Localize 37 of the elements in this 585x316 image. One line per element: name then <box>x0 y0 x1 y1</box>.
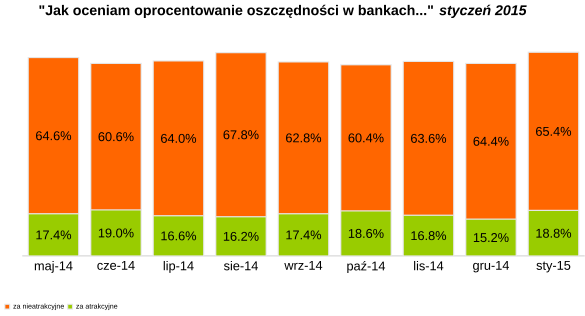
x-tick-label: paź-14 <box>347 260 386 273</box>
x-tick-label: gru-14 <box>473 260 510 272</box>
data-label: 60.4% <box>348 133 384 142</box>
x-tick-label: wrz-14 <box>284 260 322 270</box>
data-label: 63.6% <box>411 134 446 143</box>
data-label: 19.0% <box>98 228 134 238</box>
data-label: 18.8% <box>536 228 572 238</box>
data-label: 16.8% <box>411 230 446 240</box>
data-label: 18.6% <box>348 228 384 238</box>
bar <box>215 216 267 256</box>
bar <box>278 213 330 256</box>
bar <box>28 213 80 256</box>
data-label: 65.4% <box>536 126 572 136</box>
data-label: 62.8% <box>286 133 322 142</box>
data-label: 17.4% <box>36 230 72 240</box>
data-label: 64.4% <box>474 136 509 146</box>
x-tick-label: maj-14 <box>34 260 73 273</box>
bar <box>90 209 142 256</box>
bar <box>528 210 580 256</box>
data-label: 16.6% <box>161 231 196 240</box>
x-tick-label: sie-14 <box>224 260 258 270</box>
data-label: 64.6% <box>36 131 72 140</box>
bar <box>465 218 517 256</box>
bar <box>152 215 204 256</box>
x-tick-label: lip-14 <box>164 260 194 273</box>
data-label: 17.4% <box>286 230 322 240</box>
data-label: 60.6% <box>98 132 134 142</box>
data-label: 64.0% <box>161 134 196 143</box>
data-label: 16.2% <box>224 232 259 241</box>
chart-title: "Jak oceniam oprocentowanie oszczędności w bankach..." styczeń 2015 <box>39 4 527 18</box>
data-label: 67.8% <box>224 130 259 140</box>
data-label: 15.2% <box>474 232 509 242</box>
bar <box>402 214 454 256</box>
x-tick-label: sty-15 <box>536 260 570 272</box>
x-tick-label: lis-14 <box>414 260 444 270</box>
bar <box>340 210 392 256</box>
x-tick-label: cze-14 <box>97 260 135 270</box>
